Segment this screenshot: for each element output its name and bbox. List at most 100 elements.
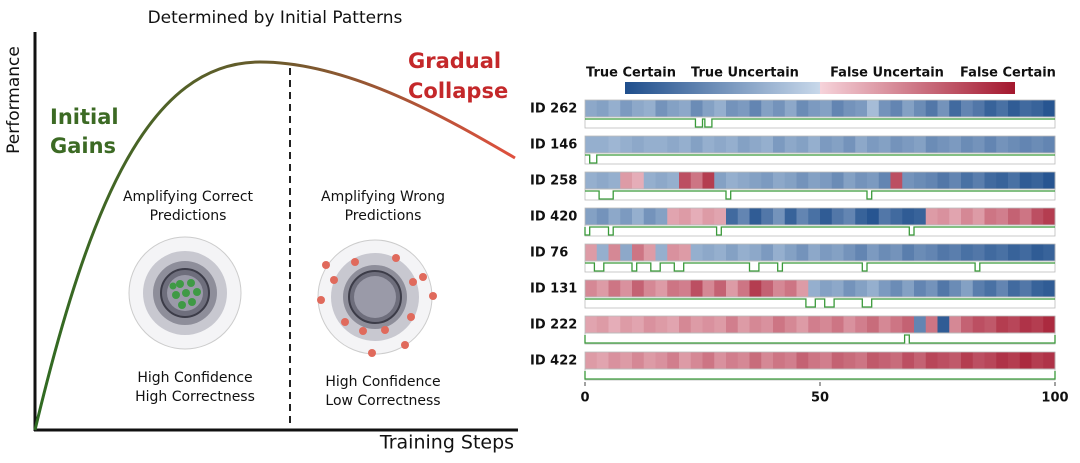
heat-cell (667, 100, 680, 117)
heat-cell (890, 280, 903, 297)
heat-cell (996, 316, 1009, 333)
heat-cell (784, 100, 797, 117)
heat-cell (667, 280, 680, 297)
heat-cell (773, 244, 786, 261)
heat-cell (632, 316, 645, 333)
x-tick-label: 100 (1041, 391, 1068, 406)
heat-cell (608, 280, 621, 297)
heat-cell (643, 100, 656, 117)
heat-cell (831, 280, 844, 297)
heat-cell (690, 280, 703, 297)
heat-cell (737, 136, 750, 153)
heat-cell (608, 352, 621, 369)
heat-cell (714, 100, 727, 117)
heat-cell (690, 136, 703, 153)
heat-cell (878, 316, 891, 333)
heat-cell (690, 100, 703, 117)
heat-cell (1008, 208, 1021, 225)
heat-cell (820, 280, 833, 297)
heat-cell (1019, 280, 1032, 297)
diagram-title: Determined by Initial Patterns (148, 8, 403, 28)
heat-cell (690, 316, 703, 333)
heat-cell (961, 172, 974, 189)
heat-cell (643, 244, 656, 261)
correctness-box (584, 152, 1056, 165)
heat-cell (726, 316, 739, 333)
heat-cell (1043, 244, 1056, 261)
heat-cell (655, 244, 668, 261)
heat-cell (914, 352, 927, 369)
heat-cell (690, 244, 703, 261)
heat-cell (1008, 316, 1021, 333)
correctness-line (585, 190, 1055, 200)
heat-cell (808, 208, 821, 225)
heat-cell (784, 244, 797, 261)
heat-cell (667, 172, 680, 189)
heat-cell (1043, 280, 1056, 297)
heat-cell (878, 280, 891, 297)
row-label: ID 131 (530, 282, 577, 297)
heat-cell (820, 208, 833, 225)
heat-cell (643, 316, 656, 333)
heat-cell (843, 136, 856, 153)
heat-cell (655, 316, 668, 333)
heat-cell (667, 136, 680, 153)
phase-label: Collapse (408, 79, 508, 103)
heat-cell (961, 136, 974, 153)
heat-cell (855, 352, 868, 369)
heat-cell (972, 100, 985, 117)
heat-cell (820, 136, 833, 153)
row-label: ID 262 (530, 102, 577, 117)
heat-cell (878, 172, 891, 189)
heat-cell (726, 172, 739, 189)
x-label: Training Steps (379, 432, 514, 454)
heat-cell (972, 208, 985, 225)
heat-cell (878, 100, 891, 117)
heat-cell (796, 100, 809, 117)
heat-cell (972, 352, 985, 369)
heat-cell (796, 136, 809, 153)
heat-cell (831, 172, 844, 189)
heat-cell (596, 352, 609, 369)
row-label: ID 422 (530, 354, 577, 369)
heat-cell (855, 172, 868, 189)
heat-cell (714, 352, 727, 369)
performance-curve (33, 60, 516, 431)
heat-cell (972, 172, 985, 189)
heat-cell (961, 280, 974, 297)
heat-cell (890, 136, 903, 153)
row-label: ID 222 (530, 318, 577, 333)
heat-cell (937, 136, 950, 153)
heat-cell (831, 208, 844, 225)
heat-cell (855, 100, 868, 117)
correctness-line (585, 262, 1055, 272)
heat-cell (773, 136, 786, 153)
heat-cell (867, 352, 880, 369)
heat-cell (867, 100, 880, 117)
heat-cell (714, 136, 727, 153)
heat-cell (690, 352, 703, 369)
heat-cell (820, 244, 833, 261)
heat-cell (737, 100, 750, 117)
heat-cell (878, 136, 891, 153)
heat-cell (761, 208, 774, 225)
heat-cell (632, 172, 645, 189)
colorbar-label: False Uncertain (830, 66, 944, 81)
caption: Predictions (345, 208, 422, 224)
heat-cell (902, 316, 915, 333)
heat-cell (890, 316, 903, 333)
heat-cell (925, 136, 938, 153)
heat-cell (808, 172, 821, 189)
heat-cell (702, 352, 715, 369)
heat-cell (984, 244, 997, 261)
heat-cell (632, 280, 645, 297)
heat-cell (643, 280, 656, 297)
heat-cell (773, 208, 786, 225)
heat-cell (667, 208, 680, 225)
heat-cell (902, 208, 915, 225)
heat-cell (925, 172, 938, 189)
heat-cell (843, 208, 856, 225)
heat-cell (737, 316, 750, 333)
heat-cell (726, 280, 739, 297)
heat-cell (890, 244, 903, 261)
